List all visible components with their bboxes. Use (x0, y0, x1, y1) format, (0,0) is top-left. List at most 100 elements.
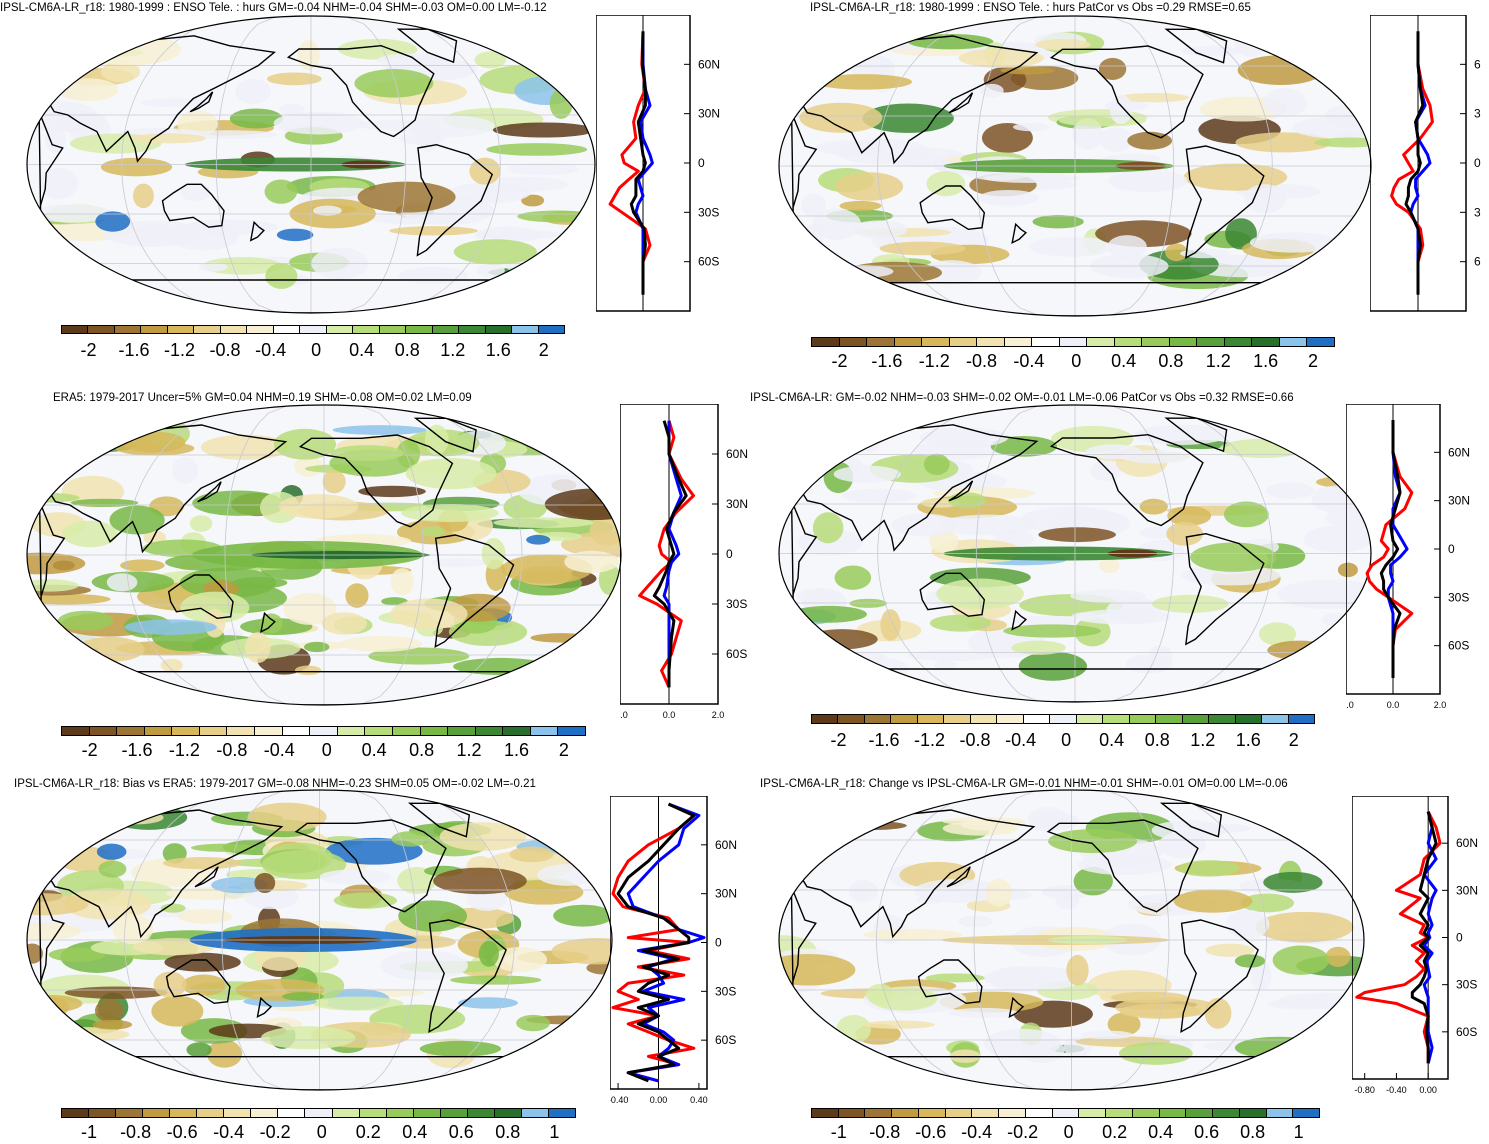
profile-series-line (662, 420, 683, 688)
anomaly-patch (1166, 521, 1204, 546)
colorbar-tick-label: -0.8 (120, 1122, 152, 1142)
anomaly-patch (1180, 565, 1281, 586)
meridian-line (377, 16, 501, 313)
anomaly-patch (132, 183, 154, 209)
coastline-japan (948, 92, 974, 114)
colorbar-swatch (474, 726, 504, 736)
anomaly-patch (1118, 1042, 1193, 1065)
colorbar-tick-label: 1 (549, 1122, 560, 1142)
anomaly-patch (229, 108, 283, 129)
colorbar-tick-label: 1.6 (1235, 730, 1261, 750)
colorbar-tick-label: 0.2 (1102, 1122, 1128, 1142)
anomaly-patch (134, 224, 174, 244)
map-panel-6 (778, 789, 1365, 1091)
lat-label: 30N (1456, 883, 1478, 897)
colorbar-swatch (1306, 337, 1335, 347)
colorbar-swatch (166, 325, 195, 334)
anomaly-patch (1225, 218, 1257, 250)
anomaly-patch (27, 893, 89, 916)
anomaly-patch (189, 515, 213, 532)
colorbar-tick-label: -1.2 (164, 340, 196, 360)
anomaly-patch (1058, 115, 1147, 127)
colorbar-swatch (1155, 714, 1183, 724)
anomaly-patch (1134, 424, 1229, 445)
map-outline (26, 15, 596, 314)
panel-title: IPSL-CM6A-LR_r18: Bias vs ERA5: 1979-201… (14, 778, 536, 790)
anomaly-patch (923, 453, 950, 476)
anomaly-patch (1055, 893, 1080, 909)
colorbar-tick-label: 0 (311, 340, 322, 360)
colorbar-tick-label: -1.2 (918, 351, 950, 371)
lat-label: 60N (715, 838, 737, 852)
colorbar-tick-label: -2 (81, 740, 98, 760)
colorbar-swatch (309, 726, 338, 736)
coastline-nz (260, 611, 276, 633)
colorbar-swatch (385, 1108, 414, 1118)
coastline-eurasia (797, 809, 1036, 939)
colorbar-tick-label: -0.4 (961, 1122, 993, 1142)
colorbar-tick-label: 0.4 (349, 340, 375, 360)
colorbar-swatch (948, 337, 978, 347)
anomaly-patch (264, 179, 298, 204)
colorbar-tick-label: -1.6 (868, 730, 900, 750)
anomaly-patch (530, 633, 593, 643)
lat-label: 0 (1456, 931, 1463, 945)
colorbar-tick-label: 2 (538, 340, 549, 360)
anomaly-patch (283, 592, 337, 625)
coastline-namerica (298, 434, 454, 528)
anomaly-patch (101, 61, 141, 83)
colorbar-swatch (447, 726, 476, 736)
anomaly-patch (273, 428, 337, 460)
colorbar-swatch (88, 1108, 117, 1118)
anomaly-patch (27, 943, 44, 964)
anomaly-patch (551, 938, 612, 965)
anomaly-patch (948, 1007, 1019, 1018)
colorbar-swatch (838, 337, 868, 347)
map-outline (26, 404, 622, 706)
anomaly-patch (273, 111, 364, 135)
anomaly-patch (1107, 235, 1147, 259)
coastline-eurasia (798, 424, 1039, 552)
colorbar-tick-label: 1.6 (503, 740, 530, 760)
coastline-japan (197, 481, 222, 503)
anomaly-patch (160, 903, 186, 913)
colorbar-swatch (837, 1108, 866, 1118)
anomaly-patch (396, 439, 421, 468)
anomaly-patch (312, 205, 342, 216)
colorbar-tick-label: -1 (81, 1122, 98, 1142)
anomaly-patch (177, 909, 233, 924)
anomaly-patch (799, 102, 883, 133)
colorbar-swatch (439, 1108, 468, 1118)
coastline-nz (1011, 609, 1028, 631)
colorbar-swatch (196, 1108, 225, 1118)
lat-label: 60S (726, 647, 747, 661)
colorbar-swatch (1168, 337, 1198, 347)
anomaly-patch (27, 101, 98, 133)
colorbar-swatch (1022, 714, 1051, 724)
colorbar-swatch (1287, 714, 1315, 724)
anomaly-patch (481, 538, 506, 570)
anomaly-patch (1225, 909, 1270, 939)
colorbar-swatch (419, 726, 449, 736)
meridian-line (387, 790, 515, 1090)
anomaly-patch (1325, 946, 1351, 967)
colorbar-swatch (412, 1108, 441, 1118)
anomaly-patch (389, 226, 478, 236)
anomaly-patch (160, 658, 183, 672)
anomaly-patch (313, 996, 404, 1011)
anomaly-patch (244, 632, 271, 664)
map-panel-2 (778, 15, 1372, 317)
anomaly-patch (478, 940, 499, 967)
colorbar-swatch (917, 1108, 946, 1118)
colorbar-swatch (996, 714, 1024, 724)
colorbar-tick-label: 0.4 (402, 1122, 428, 1142)
map-outline (778, 789, 1365, 1091)
anomaly-patch (261, 849, 347, 880)
anomaly-patch (938, 514, 1038, 536)
lat-label: 30N (726, 497, 748, 511)
anomaly-patch (879, 241, 966, 256)
colorbar-tick-label: 0.4 (1099, 730, 1125, 750)
lat-label: 0 (715, 936, 722, 950)
coastline-eurasia (798, 35, 1039, 165)
